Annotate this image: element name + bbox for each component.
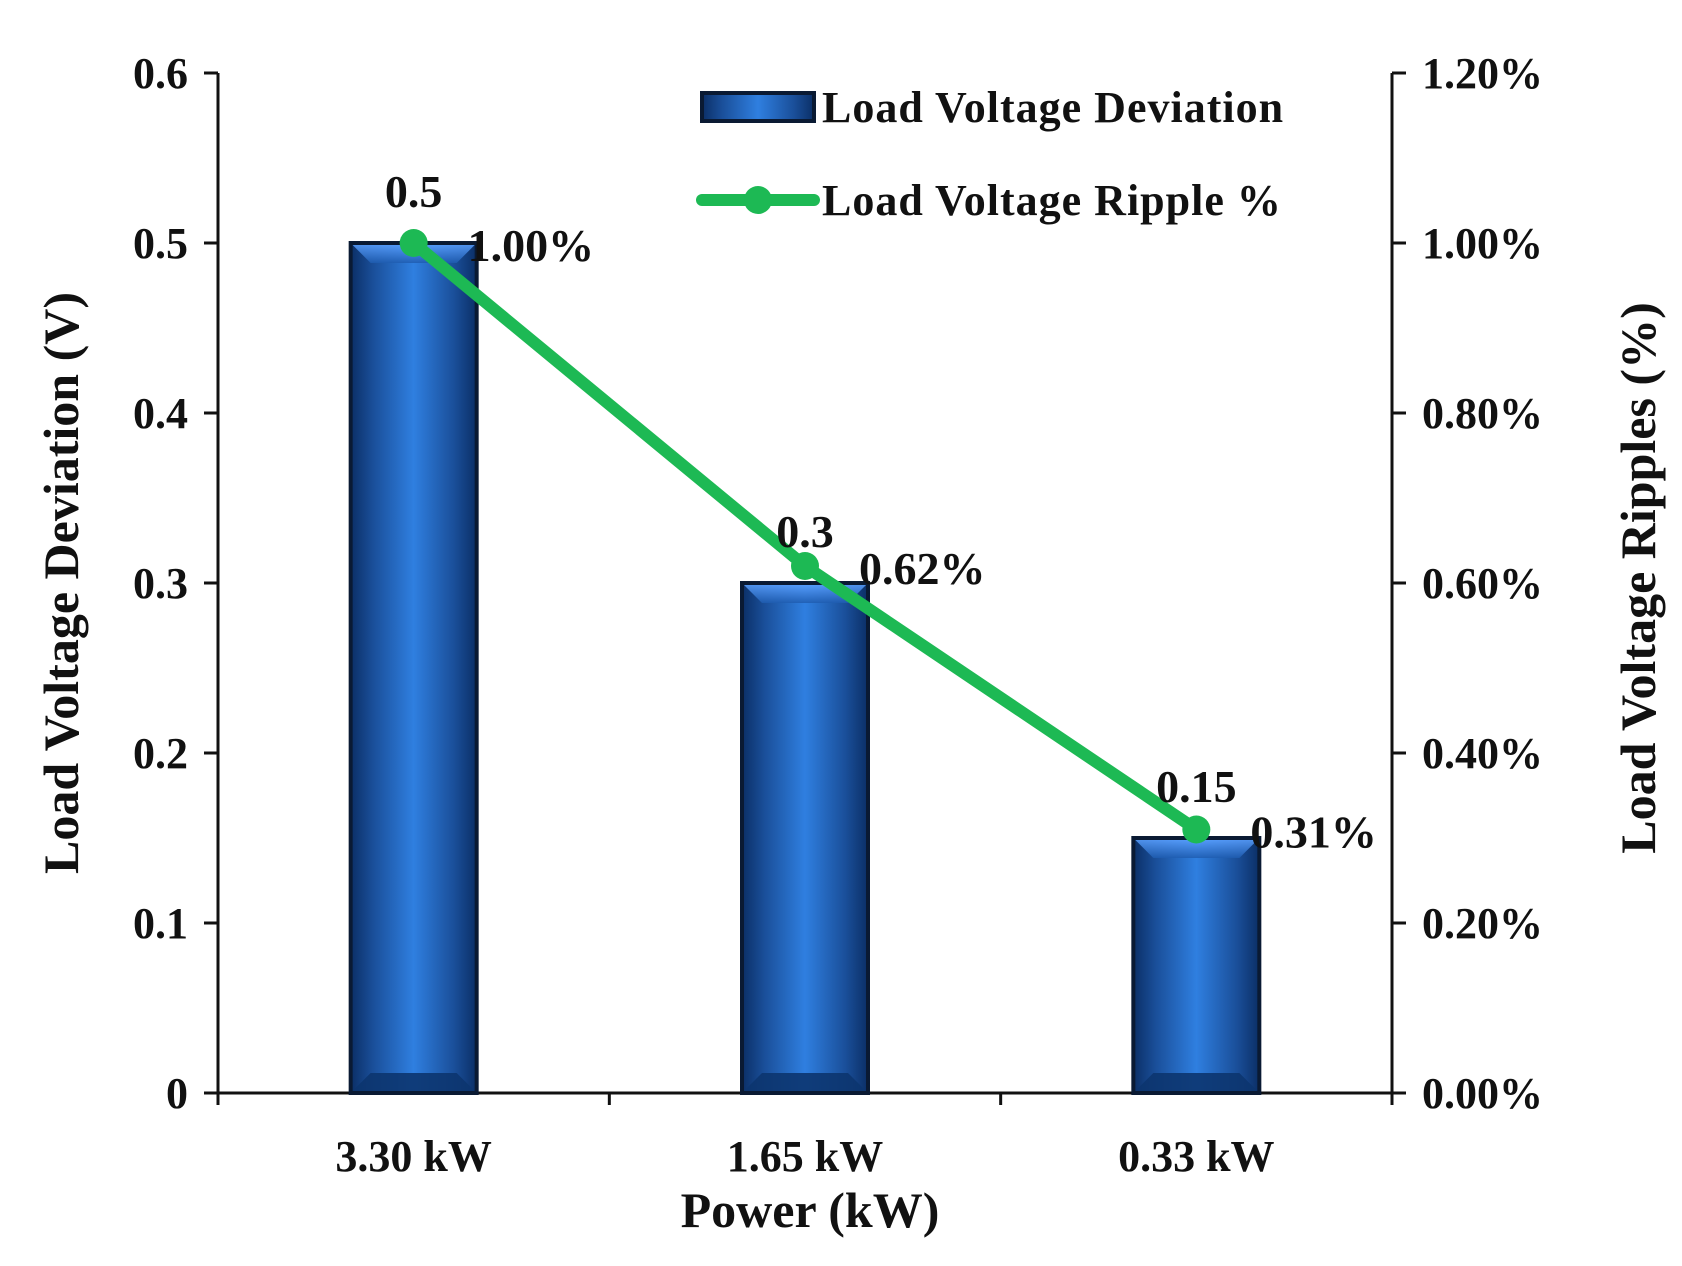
y2-tick-label: 0.20% <box>1422 899 1543 948</box>
line-data-label: 1.00% <box>468 220 594 271</box>
line-data-label: 0.31% <box>1250 807 1377 858</box>
bar <box>348 241 479 1095</box>
x-tick-label: 1.65 kW <box>727 1132 883 1181</box>
y-tick-label: 0.4 <box>133 389 188 438</box>
x-axis-title: Power (kW) <box>681 1182 940 1238</box>
y-tick-label: 0.5 <box>133 219 188 268</box>
bar-bevel-bottom <box>352 1073 475 1091</box>
bars-layer <box>348 241 1262 1095</box>
y-tick-label: 0.3 <box>133 559 188 608</box>
legend-label: Load Voltage Ripple % <box>822 176 1282 225</box>
ripple-point <box>1182 815 1211 844</box>
line-layer <box>399 229 1211 844</box>
y-tick-label: 0.2 <box>133 729 188 778</box>
y2-tick-label: 0.60% <box>1422 559 1543 608</box>
x-tick-label: 0.33 kW <box>1118 1132 1274 1181</box>
bar-bevel-bottom <box>1135 1073 1258 1091</box>
bar <box>740 581 870 1095</box>
bar-data-label: 0.15 <box>1156 761 1237 812</box>
bar <box>1131 836 1262 1095</box>
bar-bevel-top <box>1135 840 1258 858</box>
axes-layer: 0 0.1 0.2 0.3 0.4 0.5 0.6 0.00% 0.20% 0.40% 0.60% 0… <box>33 49 1666 1238</box>
y2-tick-label: 1.20% <box>1422 49 1543 98</box>
legend-bar-swatch <box>700 91 816 123</box>
legend: Load Voltage Deviation Load Voltage Rippl… <box>696 83 1284 225</box>
labels-layer: 0.5 0.3 0.15 1.00% 0.62% 0.31% <box>385 166 1377 858</box>
y2-tick-label: 0.00% <box>1422 1069 1543 1118</box>
y-tick-label: 0 <box>166 1069 188 1118</box>
line-data-label: 0.62% <box>859 543 986 594</box>
ripple-point <box>399 229 428 257</box>
legend-line-marker <box>744 186 772 214</box>
y-tick-label: 0.1 <box>133 899 188 948</box>
y-axis-title: Load Voltage Deviation (V) <box>33 292 89 874</box>
bar-group <box>348 241 479 1095</box>
bar-bevel-bottom <box>744 1073 866 1091</box>
legend-label: Load Voltage Deviation <box>822 83 1284 132</box>
ripple-point <box>791 552 819 580</box>
y2-tick-label: 0.80% <box>1422 389 1543 438</box>
bar-group <box>740 581 870 1095</box>
legend-swatch-bar <box>700 91 816 123</box>
y2-tick-label: 0.40% <box>1422 729 1543 778</box>
y2-axis-title: Load Voltage Ripples (%) <box>1610 302 1666 853</box>
y2-tick-label: 1.00% <box>1422 219 1543 268</box>
bar-group <box>1131 836 1262 1095</box>
y-tick-label: 0.6 <box>133 49 188 98</box>
x-tick-label: 3.30 kW <box>335 1132 491 1181</box>
bar-data-label: 0.3 <box>776 506 834 557</box>
bar-data-label: 0.5 <box>385 166 443 217</box>
